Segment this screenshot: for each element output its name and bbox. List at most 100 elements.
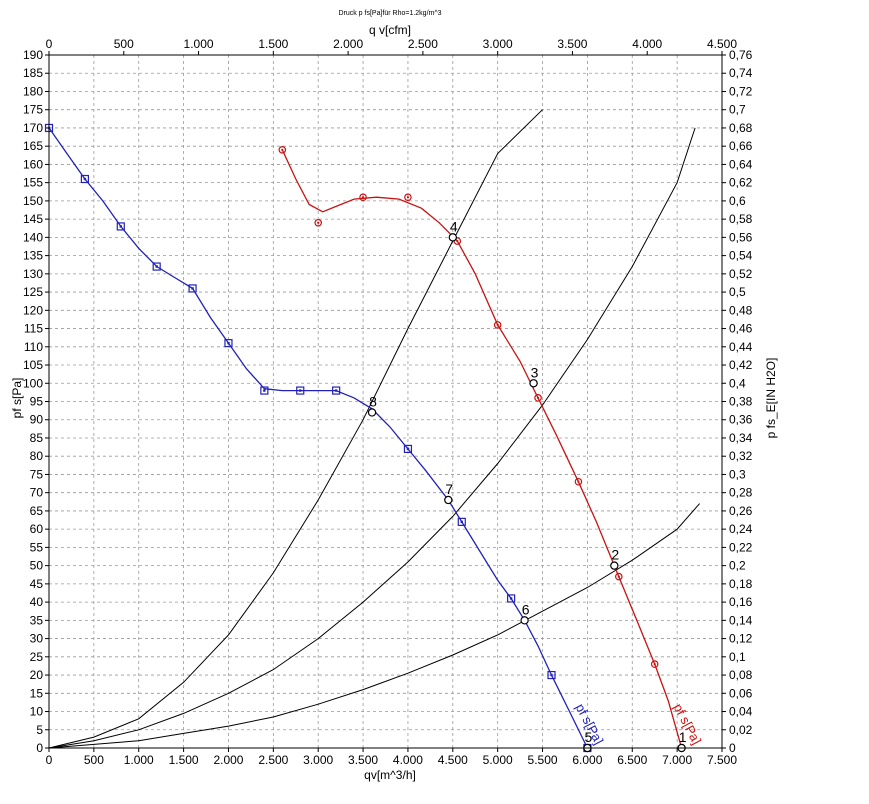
y-tick-label: 85	[30, 431, 44, 445]
data-point	[507, 594, 516, 603]
x-tick-label: 2.500	[258, 753, 288, 767]
data-point-center	[191, 287, 194, 290]
right-tick-label: 0,16	[729, 595, 753, 609]
x-axis-bottom-label: qv[m^3/h]	[364, 768, 416, 782]
operating-point-label: 8	[369, 393, 377, 409]
y-tick-label: 120	[23, 303, 43, 317]
right-tick-label: 0,28	[729, 486, 753, 500]
y-axis-left-label: pf s[Pa]	[10, 378, 24, 419]
system-curve	[48, 503, 700, 749]
operating-point-marker	[448, 233, 457, 242]
right-tick-label: 0,32	[729, 449, 753, 463]
y-tick-label: 155	[23, 176, 43, 190]
right-tick-label: 0,68	[729, 121, 753, 135]
y-tick-label: 110	[24, 340, 43, 354]
x-tick-label: 3.000	[303, 753, 333, 767]
data-point-center	[361, 196, 365, 199]
operating-point-label: 6	[522, 601, 530, 617]
right-tick-label: 0,1	[729, 650, 746, 664]
right-tick-label: 0,76	[729, 48, 753, 62]
y-tick-label: 40	[30, 595, 44, 609]
y-tick-label: 190	[23, 48, 43, 62]
right-tick-label: 0,02	[729, 723, 753, 737]
right-tick-label: 0,4	[729, 376, 746, 390]
right-tick-label: 0,58	[729, 212, 753, 226]
series-curve-label: pf s[Pa]	[670, 701, 704, 747]
right-tick-label: 0,62	[729, 176, 753, 190]
top-tick-label: 1.000	[184, 37, 214, 51]
y-tick-label: 0	[36, 741, 43, 755]
data-point	[547, 670, 556, 680]
right-tick-label: 0,12	[729, 632, 753, 646]
right-tick-label: 0,08	[729, 668, 753, 682]
x-tick-label: 0	[46, 753, 53, 767]
system-curve	[48, 109, 543, 749]
data-point	[116, 222, 125, 231]
data-point	[359, 193, 367, 202]
y-tick-label: 35	[30, 613, 44, 627]
operating-point-label: 5	[585, 729, 593, 745]
data-point	[534, 394, 542, 402]
data-point	[278, 146, 287, 154]
right-tick-label: 0,3	[729, 467, 746, 481]
x-tick-label: 5.500	[528, 753, 558, 767]
y-tick-label: 65	[30, 504, 44, 518]
y-tick-label: 170	[23, 121, 43, 135]
y-tick-label: 30	[30, 632, 44, 646]
y-tick-label: 125	[23, 285, 43, 299]
y-tick-label: 70	[30, 486, 44, 500]
data-point-center	[509, 597, 513, 600]
right-tick-label: 0,52	[729, 267, 753, 281]
operating-point-marker	[529, 379, 538, 388]
data-point	[650, 660, 659, 668]
data-point-center	[496, 323, 499, 327]
right-tick-label: 0,06	[729, 686, 753, 700]
data-point	[224, 339, 233, 348]
y-tick-label: 165	[23, 139, 43, 153]
right-tick-label: 0,74	[729, 66, 753, 80]
top-tick-label: 500	[114, 37, 134, 51]
y-tick-label: 55	[30, 540, 44, 554]
operating-points: 1 2 3 4 5 6 7 8	[367, 218, 687, 753]
y-tick-label: 10	[30, 705, 44, 719]
y-tick-label: 100	[23, 376, 43, 390]
right-tick-label: 0,48	[729, 303, 753, 317]
y-axis-right-label: p fs_E[IN H2O]	[764, 358, 778, 439]
data-point-center	[550, 673, 553, 677]
y-tick-label: 130	[23, 267, 43, 281]
y-tick-label: 180	[23, 84, 43, 98]
x-tick-label: 1.000	[124, 753, 154, 767]
data-point-center	[299, 389, 302, 392]
grid-lines	[49, 55, 722, 748]
right-tick-label: 0,54	[729, 249, 753, 263]
data-point	[493, 321, 502, 329]
data-point	[260, 386, 269, 395]
y-tick-label: 105	[23, 358, 43, 372]
data-point	[403, 444, 413, 454]
y-tick-label: 150	[23, 194, 43, 208]
top-tick-label: 0	[46, 37, 53, 51]
right-tick-label: 0,42	[729, 358, 753, 372]
x-tick-label: 2.000	[213, 753, 243, 767]
y-tick-label: 175	[23, 103, 43, 117]
right-tick-label: 0,2	[729, 559, 746, 573]
y-tick-label: 25	[30, 650, 44, 664]
data-point-center	[653, 663, 656, 666]
data-point-center	[155, 265, 158, 268]
right-tick-label: 0,56	[729, 230, 753, 244]
x-tick-label: 3.500	[348, 753, 378, 767]
y-tick-label: 115	[24, 322, 43, 336]
data-point	[152, 262, 161, 271]
chart-title: Druck p fs[Pa]für Rho=1.2kg/m^3	[338, 10, 441, 17]
data-point	[574, 477, 583, 486]
data-point-center	[83, 177, 87, 181]
data-point-center	[119, 225, 122, 228]
right-tick-label: 0,66	[729, 139, 753, 153]
x-tick-label: 4.000	[393, 753, 423, 767]
top-tick-label: 4.500	[707, 37, 737, 51]
series-line	[281, 149, 683, 749]
operating-point-marker	[610, 561, 619, 570]
y-tick-label: 145	[23, 212, 43, 226]
data-point	[80, 174, 89, 184]
